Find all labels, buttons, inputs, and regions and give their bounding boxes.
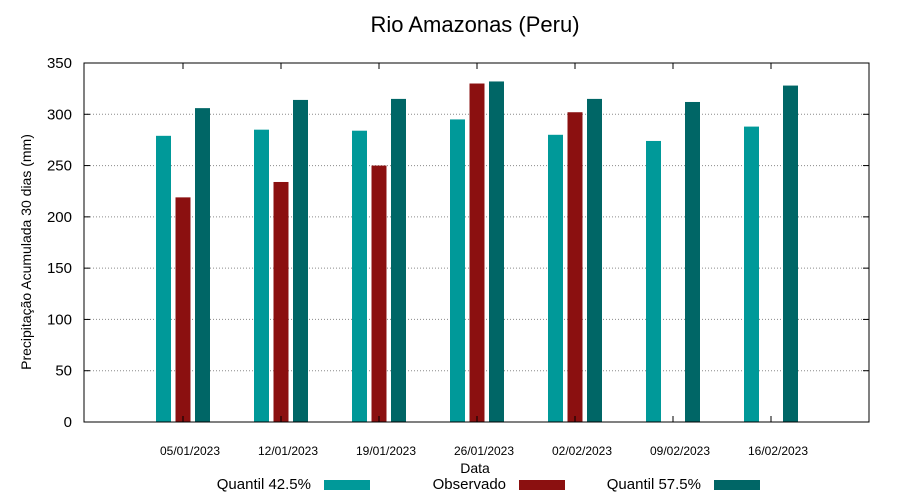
bar-quantil-42-5--4	[548, 134, 563, 423]
bar-observado-2	[371, 165, 387, 423]
bar-quantil-42-5--2	[352, 130, 367, 422]
legend-label: Quantil 57.5%	[607, 476, 701, 493]
y-tick-label: 150	[47, 260, 72, 277]
y-tick-label: 250	[47, 158, 72, 175]
bar-observado-4	[567, 112, 583, 422]
bar-quantil-57-5--2	[391, 98, 406, 423]
grid	[84, 113, 869, 372]
bar-quantil-42-5--3	[450, 119, 465, 423]
legend-swatch	[324, 480, 370, 490]
y-tick-label: 300	[47, 106, 72, 123]
x-tick-label: 12/01/2023	[258, 444, 318, 458]
legend-label: Quantil 42.5%	[217, 476, 311, 493]
bar-quantil-57-5--0	[195, 108, 210, 422]
chart-title: Rio Amazonas (Peru)	[370, 12, 579, 37]
bar-quantil-57-5--4	[587, 98, 602, 423]
bar-quantil-42-5--5	[646, 140, 661, 422]
bar-quantil-57-5--6	[783, 85, 798, 423]
x-tick-label: 26/01/2023	[454, 444, 514, 458]
bar-quantil-42-5--6	[744, 126, 759, 422]
bar-quantil-57-5--5	[685, 101, 700, 422]
x-ticks: 05/01/2023 12/01/2023 19/01/2023 26/01/2023…	[160, 63, 808, 458]
bar-observado-3	[469, 83, 485, 422]
x-tick-label: 16/02/2023	[748, 444, 808, 458]
x-tick-label: 19/01/2023	[356, 444, 416, 458]
y-tick-label: 0	[64, 414, 72, 431]
x-axis-label: Data	[460, 460, 490, 476]
y-tick-label: 200	[47, 209, 72, 226]
x-tick-label: 09/02/2023	[650, 444, 710, 458]
bar-quantil-42-5--1	[254, 129, 269, 422]
bar-quantil-42-5--0	[156, 135, 171, 422]
bars	[156, 81, 798, 423]
legend-label: Observado	[433, 476, 506, 493]
bar-quantil-57-5--1	[293, 99, 308, 422]
legend-swatch	[519, 480, 565, 490]
y-tick-label: 350	[47, 55, 72, 72]
bar-observado-0	[175, 197, 191, 422]
y-ticks: 0 50 100 150 200 250 300 350	[47, 55, 869, 431]
y-tick-label: 100	[47, 311, 72, 328]
x-tick-label: 02/02/2023	[552, 444, 612, 458]
x-tick-label: 05/01/2023	[160, 444, 220, 458]
y-tick-label: 50	[55, 363, 72, 380]
legend-swatch	[714, 480, 760, 490]
legend: Quantil 42.5% Observado Quantil 57.5%	[217, 476, 760, 493]
bar-observado-1	[273, 181, 289, 422]
y-axis-label: Precipitação Acumulada 30 dias (mm)	[18, 134, 34, 370]
bar-quantil-57-5--3	[489, 81, 504, 422]
